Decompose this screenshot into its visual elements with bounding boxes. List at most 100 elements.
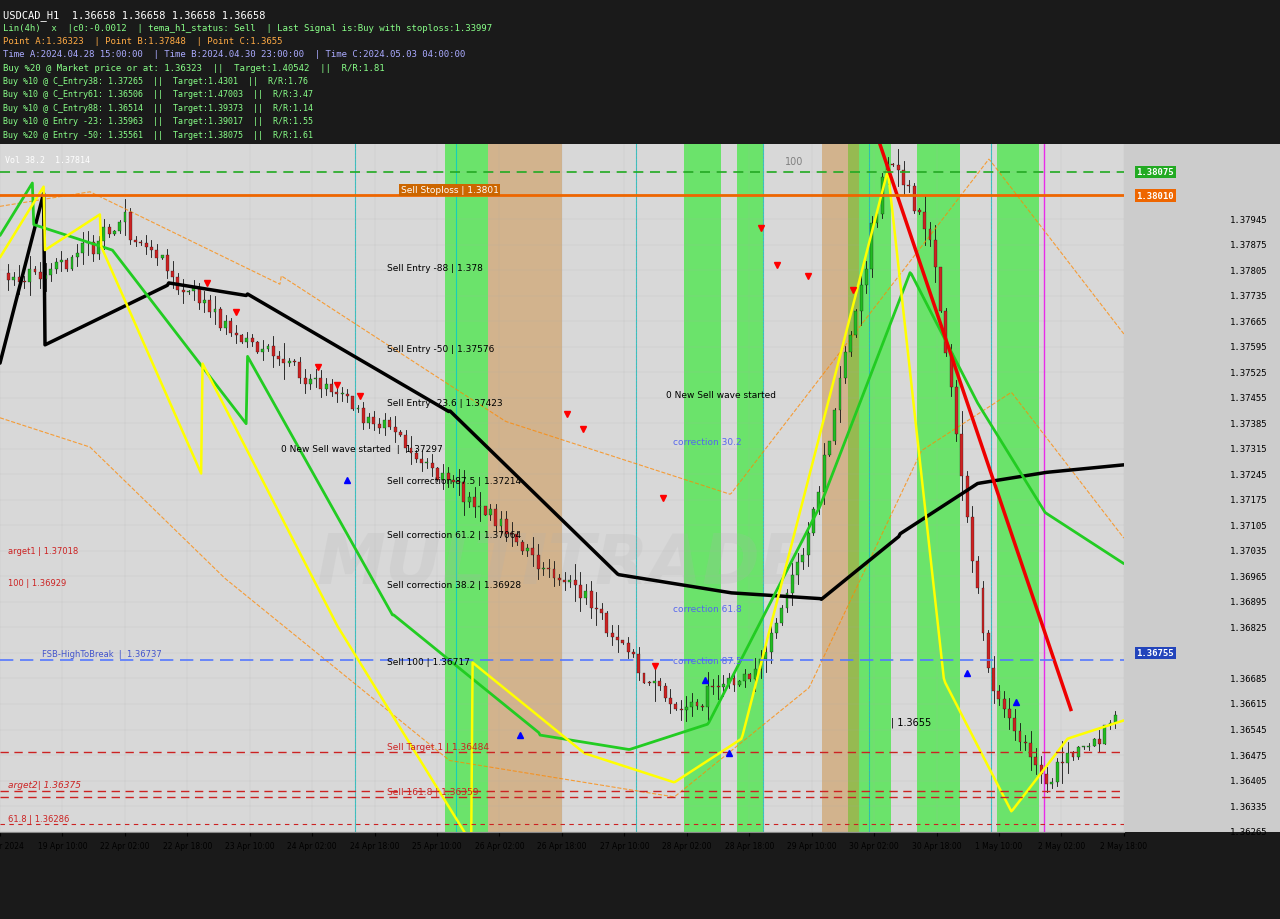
Bar: [102, 227, 105, 243]
Bar: [129, 212, 132, 241]
Text: 0 New Sell wave started: 0 New Sell wave started: [666, 391, 776, 400]
Bar: [833, 411, 836, 442]
Bar: [372, 418, 375, 424]
Text: 1.36475: 1.36475: [1230, 751, 1267, 760]
Bar: [234, 334, 238, 335]
Bar: [261, 349, 264, 352]
Bar: [97, 243, 100, 255]
Bar: [314, 379, 317, 380]
Bar: [744, 675, 746, 682]
Bar: [822, 145, 859, 832]
Bar: [595, 608, 598, 609]
Bar: [1039, 765, 1043, 775]
Text: Buy %20 @ Entry -50: 1.35561  ||  Target:1.38075  ||  R/R:1.61: Buy %20 @ Entry -50: 1.35561 || Target:1…: [3, 130, 312, 140]
Bar: [616, 637, 620, 641]
Bar: [786, 594, 788, 608]
Text: 1.37525: 1.37525: [1230, 369, 1267, 378]
Bar: [600, 609, 603, 614]
Text: arget2| 1.36375: arget2| 1.36375: [9, 780, 82, 789]
Text: Sell Entry -23.6 | 1.37423: Sell Entry -23.6 | 1.37423: [387, 399, 503, 408]
Bar: [849, 145, 891, 832]
Bar: [525, 145, 562, 832]
Bar: [526, 549, 529, 551]
Bar: [430, 463, 434, 469]
Text: 1.37245: 1.37245: [1230, 471, 1267, 480]
Bar: [65, 261, 68, 269]
Bar: [13, 278, 15, 281]
Bar: [997, 691, 1000, 699]
Text: Lin(4h)  x  |c0:-0.0012  | tema_h1_status: Sell  | Last Signal is:Buy with stopl: Lin(4h) x |c0:-0.0012 | tema_h1_status: …: [3, 24, 492, 32]
Text: 100 | 1.36929: 100 | 1.36929: [9, 578, 67, 587]
Bar: [897, 166, 900, 171]
Bar: [1071, 753, 1074, 757]
Bar: [325, 384, 328, 390]
Bar: [1007, 709, 1011, 719]
Bar: [664, 686, 667, 698]
Bar: [1066, 753, 1069, 763]
Bar: [759, 660, 762, 669]
Bar: [436, 469, 439, 480]
Bar: [399, 432, 402, 435]
Bar: [997, 145, 1039, 832]
Text: correction 30.2: correction 30.2: [673, 437, 742, 447]
Bar: [579, 585, 582, 598]
Bar: [87, 243, 90, 244]
Bar: [182, 290, 184, 293]
Bar: [764, 652, 767, 660]
Text: Time A:2024.04.28 15:00:00  | Time B:2024.04.30 23:00:00  | Time C:2024.05.03 04: Time A:2024.04.28 15:00:00 | Time B:2024…: [3, 51, 465, 59]
Text: Target100 | 1.38075  ||  Target 161: 1.35017  ||  Target 261: 1.40542  ||  Targe: Target100 | 1.38075 || Target 161: 1.350…: [3, 157, 733, 166]
Text: Sell Stoploss | 1.3801: Sell Stoploss | 1.3801: [401, 187, 499, 195]
Bar: [452, 481, 454, 482]
Bar: [150, 247, 152, 251]
Bar: [278, 357, 280, 359]
Text: 1.37595: 1.37595: [1230, 343, 1267, 352]
Text: 1.38010: 1.38010: [1137, 192, 1174, 200]
Bar: [769, 634, 773, 652]
Bar: [913, 187, 915, 211]
Text: 1.36405: 1.36405: [1230, 777, 1267, 785]
Bar: [23, 282, 26, 283]
Text: Buy %20 @ Market price or at: 1.36323  ||  Target:1.40542  ||  R/R:1.81: Buy %20 @ Market price or at: 1.36323 ||…: [3, 63, 384, 73]
Bar: [1093, 739, 1096, 746]
Bar: [844, 353, 846, 379]
Bar: [960, 435, 964, 477]
Bar: [536, 555, 540, 569]
Text: 1.38075: 1.38075: [1137, 168, 1174, 177]
Text: 1.36895: 1.36895: [1230, 597, 1267, 607]
Bar: [553, 570, 556, 579]
Bar: [854, 312, 858, 335]
Bar: [621, 641, 625, 643]
Text: 100: 100: [785, 157, 803, 167]
Bar: [330, 384, 333, 392]
Text: 1.36825: 1.36825: [1230, 623, 1267, 632]
Bar: [219, 310, 221, 329]
Bar: [404, 435, 407, 448]
Bar: [224, 322, 227, 329]
Text: Sell correction 87.5 | 1.37214: Sell correction 87.5 | 1.37214: [387, 476, 521, 485]
Bar: [394, 427, 397, 432]
Bar: [303, 379, 306, 385]
Bar: [1088, 746, 1091, 747]
Bar: [489, 509, 492, 516]
Bar: [271, 347, 275, 357]
Bar: [812, 509, 815, 534]
Bar: [445, 145, 488, 832]
Text: Sell Entry -50 | 1.37576: Sell Entry -50 | 1.37576: [387, 345, 494, 354]
Text: 1.36965: 1.36965: [1230, 573, 1267, 581]
Bar: [155, 251, 159, 259]
Text: correction 61.8: correction 61.8: [673, 605, 742, 613]
Bar: [690, 702, 694, 707]
Bar: [737, 145, 763, 832]
Text: 1.37035: 1.37035: [1230, 547, 1267, 556]
Bar: [653, 682, 657, 684]
Bar: [420, 460, 422, 463]
Bar: [293, 361, 296, 363]
Text: 1.37385: 1.37385: [1230, 419, 1267, 428]
Bar: [627, 643, 630, 652]
Text: FSB-HighToBreak  |  1.36737: FSB-HighToBreak | 1.36737: [42, 649, 163, 658]
Bar: [124, 212, 127, 222]
Bar: [823, 456, 826, 493]
Text: 1.36685: 1.36685: [1230, 675, 1267, 683]
Text: | 1.3655: | 1.3655: [891, 716, 931, 727]
Bar: [548, 568, 550, 570]
